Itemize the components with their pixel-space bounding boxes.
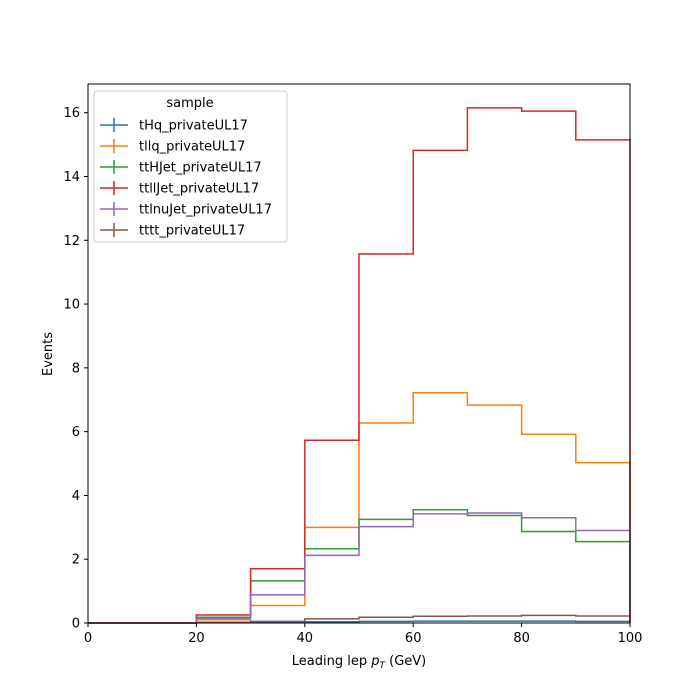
plot-frame	[87, 83, 631, 624]
series-line-ttlnuJet_privateUL17	[88, 512, 631, 624]
legend-entry-tttt_privateUL17: tttt_privateUL17	[100, 223, 245, 239]
legend-items: tHq_privateUL17 tllq_privateUL17 ttHJet_pr…	[100, 118, 272, 239]
x-tick-label: 80	[513, 631, 530, 646]
y-tick-label: 14	[63, 170, 80, 185]
y-tick-label: 6	[72, 425, 80, 440]
y-tick-label: 0	[72, 617, 80, 632]
legend-label: ttllJet_privateUL17	[139, 182, 259, 197]
legend: sample tHq_privateUL17 tllq_privateUL17tt…	[93, 90, 288, 243]
y-tick-label: 10	[63, 298, 80, 313]
legend-entry-tllq_privateUL17: tllq_privateUL17	[100, 139, 245, 155]
x-tick-label: 0	[84, 631, 92, 646]
y-tick-label: 16	[63, 106, 80, 121]
y-tick-label: 2	[72, 553, 80, 568]
x-axis-label: Leading lep pT (GeV)	[292, 654, 426, 671]
legend-label: tHq_privateUL17	[139, 119, 248, 134]
y-tick-label: 8	[72, 361, 80, 376]
series-line-ttHJet_privateUL17	[88, 509, 631, 624]
x-tick-label: 60	[405, 631, 422, 646]
y-tick-label: 4	[72, 489, 80, 504]
y-axis-label: Events	[41, 332, 56, 376]
x-tick-label: 40	[297, 631, 314, 646]
legend-entry-tHq_privateUL17: tHq_privateUL17	[100, 118, 248, 134]
legend-entry-ttlnuJet_privateUL17: ttlnuJet_privateUL17	[100, 202, 272, 218]
x-tick-label: 100	[618, 631, 643, 646]
x-axis-ticks: 0 20 40 60 80 100	[84, 623, 643, 646]
legend-label: ttlnuJet_privateUL17	[139, 203, 272, 218]
series-line-ttllJet_privateUL17	[88, 107, 631, 624]
legend-title: sample	[166, 96, 213, 111]
legend-entry-ttHJet_privateUL17: ttHJet_privateUL17	[100, 160, 262, 176]
series-line-tttt_privateUL17	[88, 614, 631, 624]
x-tick-label: 20	[188, 631, 205, 646]
y-tick-label: 12	[63, 234, 80, 249]
legend-label: tllq_privateUL17	[139, 140, 245, 155]
series-layer	[88, 107, 631, 624]
legend-label: tttt_privateUL17	[139, 224, 245, 239]
legend-box	[93, 90, 288, 243]
series-line-tllq_privateUL17	[88, 391, 631, 624]
legend-label: ttHJet_privateUL17	[139, 161, 262, 176]
legend-entry-ttllJet_privateUL17: ttllJet_privateUL17	[100, 181, 259, 197]
y-axis-ticks: 0 2 4 6 8 10 12 14 16	[63, 106, 88, 632]
